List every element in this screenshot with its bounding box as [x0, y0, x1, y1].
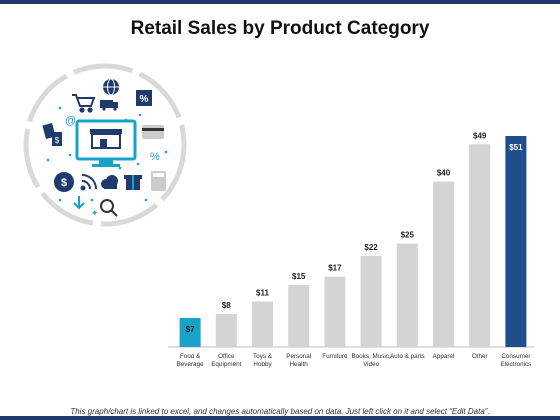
shopping-cart-icon [72, 94, 96, 113]
bar-value-label: $49 [473, 131, 487, 140]
bottom-accent-bar [0, 416, 560, 420]
bar [324, 276, 346, 347]
bar [179, 318, 201, 347]
category-tick-label: Toys & Hobby [253, 353, 273, 368]
chart-title: Retail Sales by Product Category [130, 18, 430, 39]
bar [396, 243, 418, 347]
bar-value-label: $15 [292, 272, 306, 281]
bar [433, 181, 454, 347]
percent-icon: % [150, 151, 160, 163]
svg-text:$: $ [61, 177, 67, 189]
truck-icon [100, 100, 118, 111]
calculator-icon [151, 171, 166, 191]
magnifier-icon [100, 199, 118, 217]
category-tick-label: Personal Health [286, 353, 311, 368]
bar-value-label: $25 [401, 231, 415, 240]
bar [252, 301, 273, 347]
category-tick-label: Auto & parts [390, 353, 425, 360]
percent-tag-icon: % [136, 90, 152, 106]
bar-value-label: $17 [328, 264, 342, 273]
bar-value-label: $22 [364, 243, 378, 252]
gift-icon [124, 175, 142, 190]
credit-card-icon [142, 125, 164, 139]
globe-icon [103, 78, 119, 96]
sparkle-icon: ✦ [91, 209, 99, 219]
bar [288, 284, 310, 347]
ring-icon [23, 63, 187, 227]
dots-icon [46, 106, 168, 202]
category-tick-label: Consumer Electronics [501, 353, 532, 368]
bar [469, 144, 491, 347]
category-tick-label: Office Equipment [211, 353, 241, 368]
cloud-icon [101, 175, 118, 189]
ecommerce-illustration: % @ $ % $ [23, 63, 187, 227]
category-tick-label: Books, Music, Video [351, 353, 390, 368]
wifi-icon [80, 174, 97, 191]
bar [215, 313, 237, 347]
footer-note: This graph/chart is linked to excel, and… [70, 407, 490, 416]
category-tick-label: Other [472, 353, 488, 360]
download-icon [73, 196, 85, 210]
at-icon: @ [65, 115, 76, 127]
bar [505, 136, 527, 347]
category-tick-label: Food & Beverage [177, 353, 204, 368]
top-accent-bar [0, 0, 560, 4]
bar-value-label: $11 [256, 288, 269, 297]
bar-value-label: $7 [186, 325, 195, 334]
bar-value-label: $40 [437, 169, 451, 178]
price-tag-icon: $ [42, 122, 62, 146]
svg-text:%: % [140, 94, 149, 105]
category-tick-label: Apparel [433, 353, 455, 360]
online-store-icon [75, 119, 137, 167]
category-tick-label: Furniture [322, 353, 348, 360]
bar-value-label: $8 [222, 301, 231, 310]
dollar-coin-icon: $ [54, 172, 74, 192]
svg-text:$: $ [55, 136, 60, 145]
bar-value-label: $51 [509, 143, 523, 152]
bar [360, 255, 382, 347]
